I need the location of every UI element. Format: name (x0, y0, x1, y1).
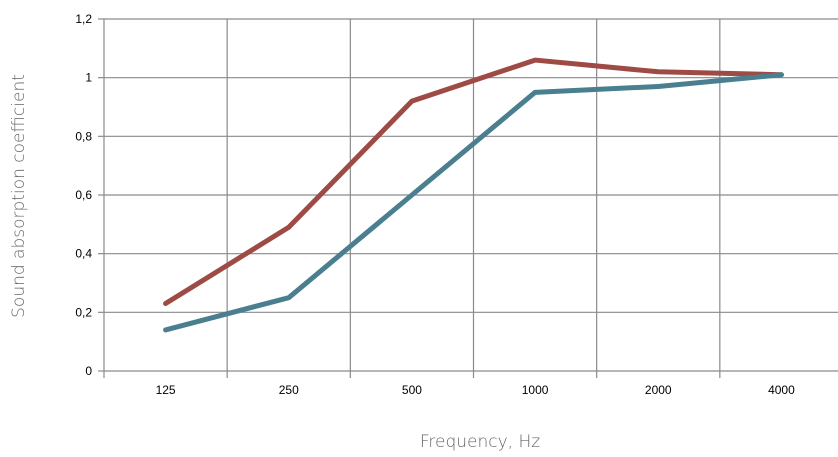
y-tick-label: 0,8 (75, 129, 92, 143)
x-tick-labels: 125 250 500 1000 2000 4000 (156, 383, 796, 397)
y-tick-label: 0,2 (75, 305, 92, 319)
y-tick-label: 0,6 (75, 188, 92, 202)
y-tick-label: 0 (85, 364, 92, 378)
y-tick-label: 0,4 (75, 247, 92, 261)
x-tick-label: 500 (402, 383, 422, 397)
x-tick-label: 250 (279, 383, 299, 397)
y-tick-label: 1 (85, 71, 92, 85)
y-tick-label: 1,2 (75, 12, 92, 26)
axes (98, 18, 838, 378)
y-tick-labels: 0 0,2 0,4 0,6 0,8 1 1,2 (75, 12, 92, 378)
x-tick-label: 125 (156, 383, 176, 397)
x-tick-label: 1000 (522, 383, 549, 397)
series-lines (163, 57, 784, 333)
x-tick-label: 4000 (768, 383, 795, 397)
x-axis-title: Frequency, Hz (420, 432, 540, 452)
grid-lines (104, 18, 838, 371)
series-line-1 (163, 57, 784, 307)
y-axis-title: Sound absorption coefficient (9, 74, 29, 318)
series-line-2 (163, 72, 784, 333)
x-tick-label: 2000 (645, 383, 672, 397)
